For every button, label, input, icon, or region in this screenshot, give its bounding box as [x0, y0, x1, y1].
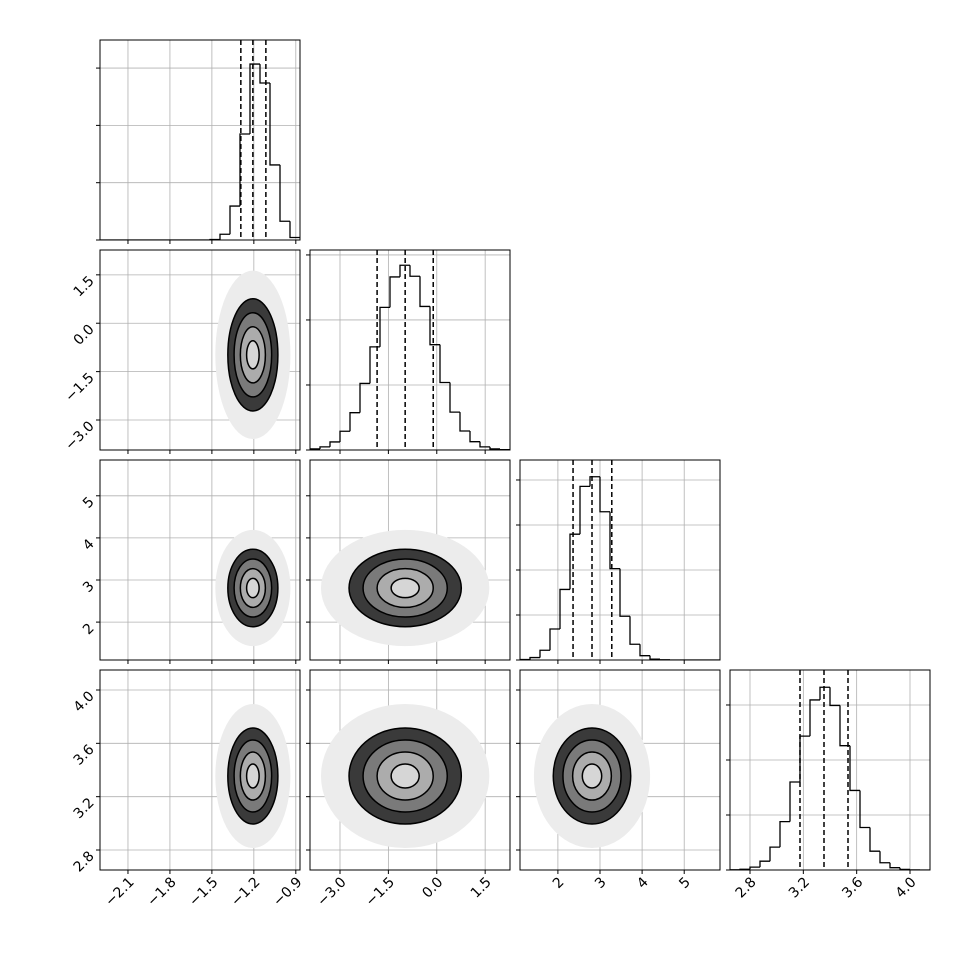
histogram-bin: [619, 568, 630, 617]
histogram-bin: [489, 446, 500, 450]
histogram-bin: [899, 867, 910, 870]
histogram-bin: [259, 64, 270, 84]
panel-content: [310, 250, 510, 450]
histogram-bin: [599, 476, 610, 513]
histogram-bin: [349, 412, 360, 432]
histogram-bin: [479, 441, 490, 448]
histogram-bin: [319, 446, 330, 449]
panel-frame: [309, 459, 511, 661]
histogram-bin: [279, 164, 290, 222]
histogram-bin: [389, 276, 400, 308]
histogram-bin: [249, 63, 260, 134]
panel-frame: [99, 669, 301, 871]
density-contour: [245, 577, 260, 599]
histogram-bin: [269, 82, 280, 166]
histogram-bin: [809, 699, 820, 737]
histogram-bin: [749, 866, 760, 870]
histogram-bin: [639, 644, 650, 657]
panel-content: [100, 40, 300, 240]
histogram-bin: [229, 205, 240, 235]
histogram-bin: [449, 382, 460, 413]
panel-background: [310, 250, 510, 450]
histogram-bin: [789, 781, 800, 822]
histogram-bin: [239, 133, 250, 207]
histogram-bin: [439, 344, 450, 384]
histogram-bin: [579, 485, 590, 535]
histogram-bin: [819, 686, 830, 700]
panel-background: [100, 40, 300, 240]
panel-frame: [99, 39, 301, 241]
histogram-bin: [289, 221, 300, 239]
histogram-bin: [769, 846, 780, 862]
histogram-bin: [569, 533, 580, 590]
histogram-bin: [849, 745, 860, 792]
panel-frame: [729, 669, 931, 871]
histogram-bin: [779, 820, 790, 848]
density-contour: [581, 763, 603, 789]
panel-frame: [99, 459, 301, 661]
panel-frame: [99, 249, 301, 451]
histogram-bin: [459, 412, 470, 432]
histogram-bin: [829, 687, 840, 707]
density-contour: [245, 340, 260, 370]
panel-frame: [309, 249, 511, 451]
panel-background: [520, 460, 720, 660]
histogram-bin: [469, 431, 480, 443]
histogram-bin: [310, 448, 320, 450]
panel-content: [100, 670, 300, 870]
panel-frame: [519, 459, 721, 661]
histogram-bin: [759, 860, 770, 868]
histogram-bin: [559, 588, 570, 630]
histogram-bin: [529, 656, 540, 660]
histogram-bin: [379, 306, 390, 347]
histogram-bin: [549, 628, 560, 651]
panel-frame: [519, 669, 721, 871]
histogram-bin: [419, 276, 430, 308]
histogram-bin: [609, 511, 620, 570]
histogram-bin: [429, 306, 440, 346]
histogram-bin: [859, 790, 870, 829]
histogram-bin: [889, 862, 900, 869]
histogram-bin: [339, 430, 350, 442]
histogram-bin: [589, 476, 600, 487]
histogram-bin: [629, 616, 640, 645]
histogram-bin: [399, 264, 410, 277]
histogram-bin: [409, 265, 420, 277]
density-contour: [390, 763, 420, 789]
panel-content: [520, 670, 720, 870]
panel-content: [520, 460, 720, 660]
density-contour: [390, 577, 420, 599]
panel-content: [310, 460, 510, 660]
histogram-bin: [359, 382, 370, 413]
panel-content: [100, 250, 300, 450]
density-contour: [245, 763, 260, 789]
histogram-bin: [879, 851, 890, 864]
histogram-bin: [869, 827, 880, 852]
histogram-bin: [539, 649, 550, 658]
panel-content: [310, 670, 510, 870]
histogram-bin: [329, 441, 340, 447]
panel-frame: [309, 669, 511, 871]
histogram-bin: [649, 655, 660, 660]
histogram-bin: [219, 233, 230, 240]
histogram-bin: [839, 705, 850, 747]
panel-content: [100, 460, 300, 660]
